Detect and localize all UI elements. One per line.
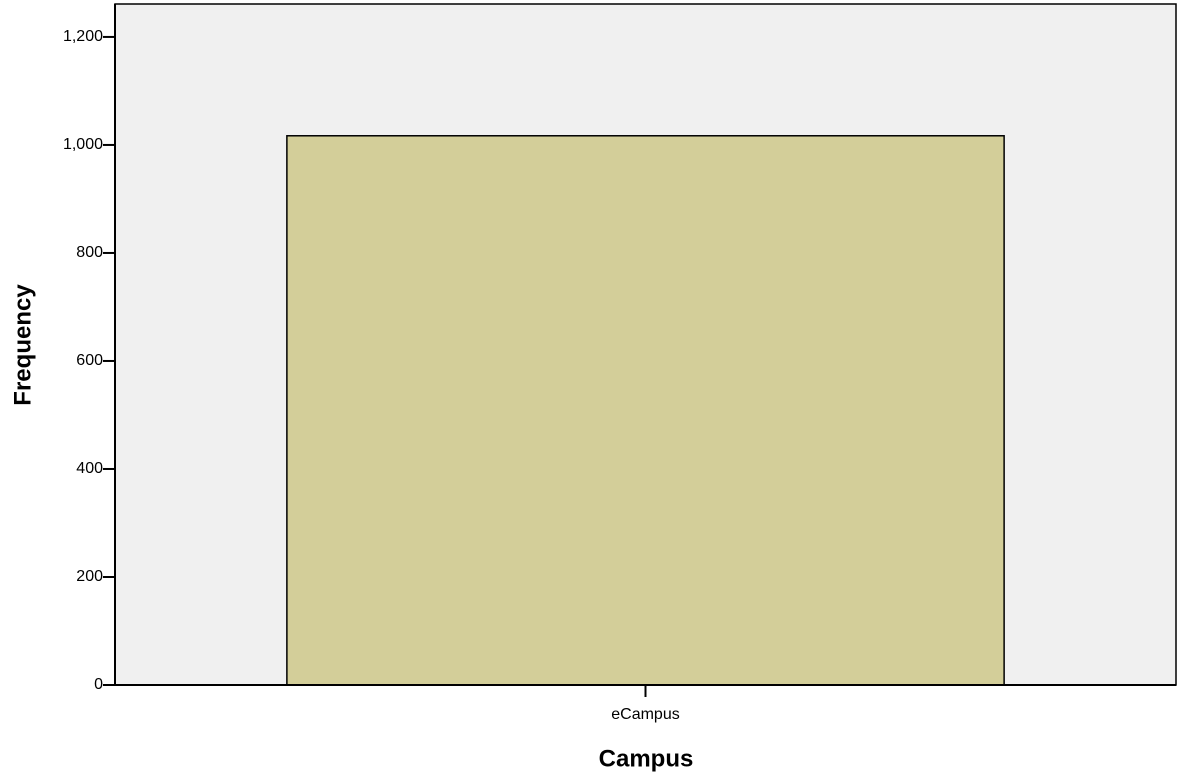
y-tick-label: 1,200 [63,28,103,45]
y-tick-label: 1,000 [63,136,103,153]
y-tick-label: 400 [76,460,103,477]
bar [286,135,1005,686]
y-tick-label: 800 [76,244,103,261]
y-tick-label: 600 [76,352,103,369]
y-tick-label: 200 [76,568,103,585]
x-tick-label: eCampus [611,706,679,723]
y-axis-label: Frequency [9,284,36,406]
y-tick-label: 0 [94,676,103,693]
x-axis-label: Campus [599,745,694,772]
